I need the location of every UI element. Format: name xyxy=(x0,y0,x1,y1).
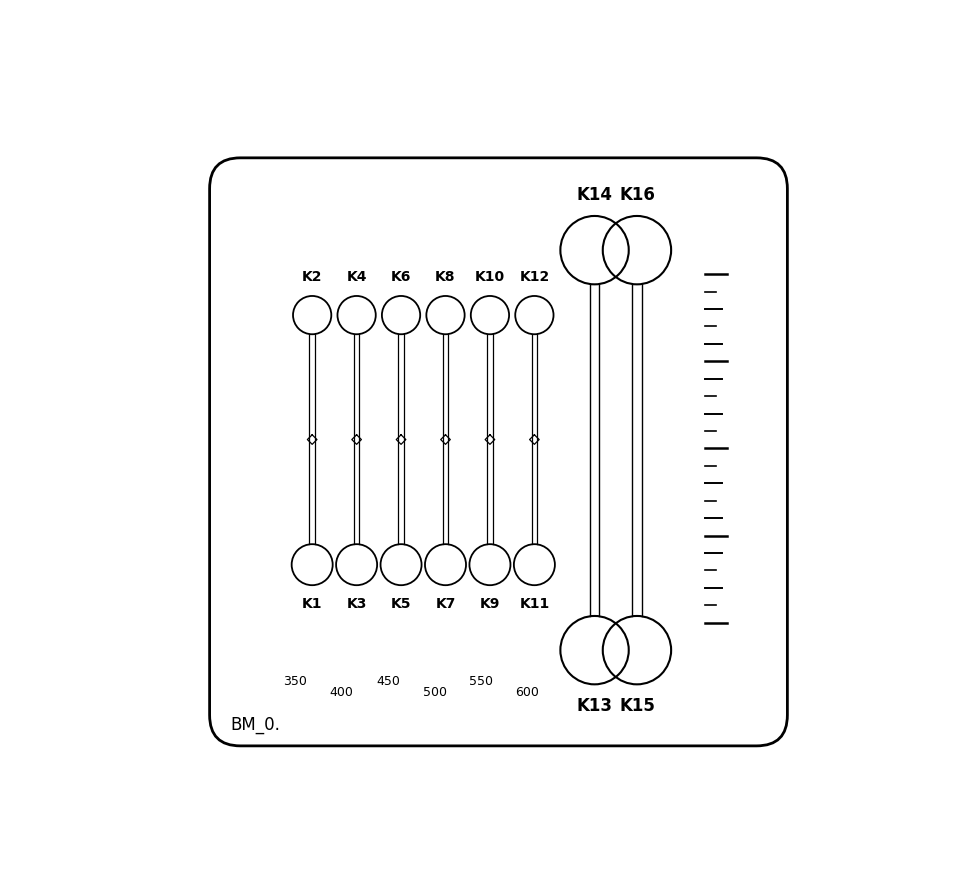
Text: K6: K6 xyxy=(390,270,411,283)
Text: 450: 450 xyxy=(376,676,400,688)
Text: 400: 400 xyxy=(330,686,353,699)
Text: K14: K14 xyxy=(577,186,613,203)
Text: K10: K10 xyxy=(475,270,505,283)
Text: K4: K4 xyxy=(346,270,367,283)
Text: K1: K1 xyxy=(302,598,322,612)
Text: K16: K16 xyxy=(619,186,655,203)
Text: K3: K3 xyxy=(346,598,367,612)
Text: K8: K8 xyxy=(435,270,456,283)
Text: K15: K15 xyxy=(619,697,655,715)
Text: K2: K2 xyxy=(302,270,322,283)
Text: K5: K5 xyxy=(390,598,411,612)
Text: 500: 500 xyxy=(423,686,447,699)
Text: 350: 350 xyxy=(283,676,307,688)
Text: 550: 550 xyxy=(469,676,493,688)
Text: 600: 600 xyxy=(515,686,540,699)
Text: K13: K13 xyxy=(577,697,613,715)
Text: K7: K7 xyxy=(435,598,456,612)
Text: K11: K11 xyxy=(519,598,549,612)
Text: BM_0.: BM_0. xyxy=(230,717,280,734)
Text: K12: K12 xyxy=(519,270,549,283)
Text: K9: K9 xyxy=(480,598,500,612)
FancyBboxPatch shape xyxy=(210,158,788,746)
